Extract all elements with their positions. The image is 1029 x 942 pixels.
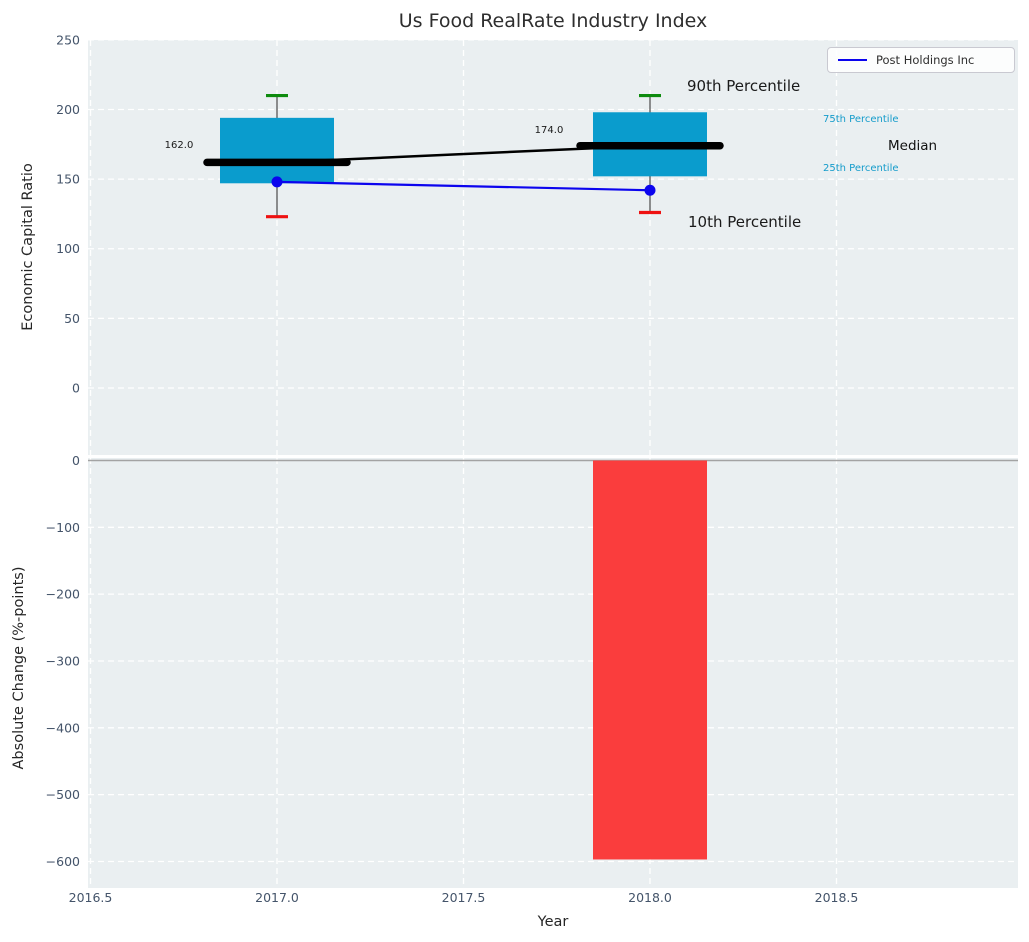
change-bar bbox=[593, 460, 707, 860]
legend: Post Holdings Inc bbox=[827, 47, 1015, 73]
bottom-y-tick-label: −200 bbox=[46, 587, 80, 602]
bottom-plot-background bbox=[88, 458, 1018, 888]
top-y-tick-label: 200 bbox=[56, 102, 80, 117]
median-value-label: 162.0 bbox=[165, 140, 194, 151]
top-y-tick-label: 250 bbox=[56, 32, 80, 47]
top-plot-background bbox=[88, 40, 1018, 455]
top-y-axis-label: Economic Capital Ratio bbox=[20, 163, 36, 331]
top-y-tick-label: 150 bbox=[56, 172, 80, 187]
legend-label: Post Holdings Inc bbox=[876, 53, 975, 67]
top-y-tick-label: 50 bbox=[64, 311, 80, 326]
bottom-y-tick-label: 0 bbox=[72, 453, 80, 468]
annotation-median-percentile: Median bbox=[888, 138, 937, 154]
x-tick-label: 2017.5 bbox=[442, 890, 486, 905]
chart-title: Us Food RealRate Industry Index bbox=[398, 10, 708, 32]
bottom-y-tick-label: −100 bbox=[46, 520, 80, 535]
bottom-y-tick-label: −500 bbox=[46, 787, 80, 802]
x-tick-label: 2018.5 bbox=[815, 890, 859, 905]
x-tick-label: 2018.0 bbox=[628, 890, 672, 905]
bottom-y-tick-label: −400 bbox=[46, 720, 80, 735]
x-tick-label: 2016.5 bbox=[69, 890, 113, 905]
company-point bbox=[644, 184, 656, 196]
median-value-label: 174.0 bbox=[535, 125, 564, 136]
annotation-10th-percentile: 10th Percentile bbox=[688, 213, 801, 231]
legend-line-sample-icon bbox=[838, 59, 867, 61]
bottom-y-axis-label: Absolute Change (%-points) bbox=[11, 566, 27, 770]
bottom-y-tick-label: −600 bbox=[46, 854, 80, 869]
annotation-90th-percentile: 90th Percentile bbox=[687, 77, 800, 95]
annotation-25th-percentile: 25th Percentile bbox=[823, 163, 899, 174]
top-y-tick-label: 100 bbox=[56, 241, 80, 256]
company-point bbox=[271, 176, 283, 188]
company-line bbox=[276, 180, 651, 192]
top-y-tick-label: 0 bbox=[72, 381, 80, 396]
annotation-75th-percentile: 75th Percentile bbox=[823, 114, 899, 125]
x-tick-label: 2017.0 bbox=[255, 890, 299, 905]
iqr-box bbox=[220, 117, 334, 184]
bottom-y-tick-label: −300 bbox=[46, 653, 80, 668]
x-axis-label: Year bbox=[537, 914, 569, 930]
